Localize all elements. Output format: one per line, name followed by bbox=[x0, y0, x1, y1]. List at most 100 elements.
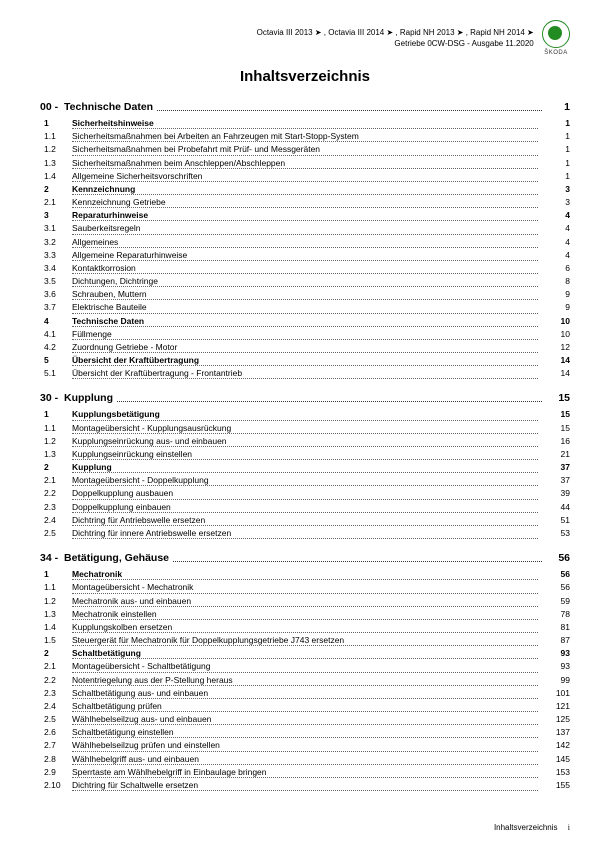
toc-item-page: 1 bbox=[538, 143, 570, 156]
toc-row: 4Technische Daten 10 bbox=[40, 315, 570, 328]
toc-item-title: Reparaturhinweise bbox=[72, 209, 538, 222]
toc-row: 2.10Dichtring für Schaltwelle ersetzen 1… bbox=[40, 779, 570, 792]
header-line-2: Getriebe 0CW-DSG - Ausgabe 11.2020 bbox=[257, 39, 534, 50]
section-page: 1 bbox=[542, 101, 570, 113]
toc-item-page: 10 bbox=[538, 328, 570, 341]
toc-item-number: 1.4 bbox=[40, 170, 72, 183]
toc-item-number: 1.5 bbox=[40, 634, 72, 647]
toc-row: 2.1Montageübersicht - Schaltbetätigung 9… bbox=[40, 660, 570, 673]
toc-row: 2.4Dichtring für Antriebswelle ersetzen … bbox=[40, 514, 570, 527]
toc-item-number: 2.3 bbox=[40, 501, 72, 514]
toc-item-number: 1 bbox=[40, 568, 72, 581]
toc-row: 2Kennzeichnung 3 bbox=[40, 183, 570, 196]
toc-row: 1.5Steuergerät für Mechatronik für Doppe… bbox=[40, 634, 570, 647]
toc-item-page: 12 bbox=[538, 341, 570, 354]
section-title: Betätigung, Gehäuse bbox=[64, 552, 542, 564]
toc-row: 2.3Schaltbetätigung aus- und einbauen 10… bbox=[40, 687, 570, 700]
toc-row: 2.8Wählhebelgriff aus- und einbauen 145 bbox=[40, 753, 570, 766]
toc-item-page: 4 bbox=[538, 236, 570, 249]
toc-row: 2.6Schaltbetätigung einstellen 137 bbox=[40, 726, 570, 739]
toc-item-number: 2.4 bbox=[40, 700, 72, 713]
footer-page-number: i bbox=[568, 823, 570, 832]
toc-item-number: 3.5 bbox=[40, 275, 72, 288]
table-of-contents: 00 -Technische Daten 11Sicherheitshinwei… bbox=[40, 101, 570, 792]
toc-item-page: 56 bbox=[538, 581, 570, 594]
document-header: Octavia III 2013 ➤ , Octavia III 2014 ➤ … bbox=[257, 20, 570, 57]
toc-row: 1.2Kupplungseinrückung aus- und einbauen… bbox=[40, 435, 570, 448]
toc-item-number: 3.1 bbox=[40, 222, 72, 235]
page: Octavia III 2013 ➤ , Octavia III 2014 ➤ … bbox=[0, 0, 600, 848]
toc-section-heading: 34 -Betätigung, Gehäuse 56 bbox=[40, 552, 570, 564]
toc-item-title: Übersicht der Kraftübertragung - Frontan… bbox=[72, 367, 538, 380]
toc-item-number: 4 bbox=[40, 315, 72, 328]
toc-row: 5Übersicht der Kraftübertragung 14 bbox=[40, 354, 570, 367]
toc-item-page: 93 bbox=[538, 660, 570, 673]
toc-row: 2.1Kennzeichnung Getriebe 3 bbox=[40, 196, 570, 209]
toc-item-page: 137 bbox=[538, 726, 570, 739]
toc-row: 2.5Dichtring für innere Antriebswelle er… bbox=[40, 527, 570, 540]
toc-row: 1Sicherheitshinweise 1 bbox=[40, 117, 570, 130]
toc-item-title: Allgemeines bbox=[72, 236, 538, 249]
toc-item-title: Kupplungskolben ersetzen bbox=[72, 621, 538, 634]
toc-row: 2.5Wählhebelseilzug aus- und einbauen 12… bbox=[40, 713, 570, 726]
toc-item-page: 10 bbox=[538, 315, 570, 328]
toc-item-title: Sicherheitsmaßnahmen bei Probefahrt mit … bbox=[72, 143, 538, 156]
page-title: Inhaltsverzeichnis bbox=[40, 68, 570, 85]
toc-item-page: 93 bbox=[538, 647, 570, 660]
toc-item-page: 59 bbox=[538, 595, 570, 608]
toc-item-title: Elektrische Bauteile bbox=[72, 301, 538, 314]
toc-item-page: 145 bbox=[538, 753, 570, 766]
toc-item-page: 155 bbox=[538, 779, 570, 792]
toc-row: 1.3Mechatronik einstellen 78 bbox=[40, 608, 570, 621]
toc-row: 2.1Montageübersicht - Doppelkupplung 37 bbox=[40, 474, 570, 487]
toc-row: 3.4Kontaktkorrosion 6 bbox=[40, 262, 570, 275]
toc-row: 2.7Wählhebelseilzug prüfen und einstelle… bbox=[40, 739, 570, 752]
toc-item-number: 5.1 bbox=[40, 367, 72, 380]
toc-item-number: 2.2 bbox=[40, 674, 72, 687]
toc-item-number: 1.2 bbox=[40, 595, 72, 608]
toc-item-title: Sicherheitshinweise bbox=[72, 117, 538, 130]
toc-item-title: Kontaktkorrosion bbox=[72, 262, 538, 275]
toc-item-page: 9 bbox=[538, 288, 570, 301]
toc-item-title: Füllmenge bbox=[72, 328, 538, 341]
toc-item-page: 1 bbox=[538, 117, 570, 130]
toc-item-number: 2.5 bbox=[40, 713, 72, 726]
toc-row: 3.7Elektrische Bauteile 9 bbox=[40, 301, 570, 314]
toc-item-page: 1 bbox=[538, 157, 570, 170]
toc-item-number: 5 bbox=[40, 354, 72, 367]
toc-item-number: 3 bbox=[40, 209, 72, 222]
toc-row: 1Mechatronik 56 bbox=[40, 568, 570, 581]
toc-item-title: Sperrtaste am Wählhebelgriff in Einbaula… bbox=[72, 766, 538, 779]
toc-item-number: 2.7 bbox=[40, 739, 72, 752]
toc-item-number: 2 bbox=[40, 647, 72, 660]
header-line-1: Octavia III 2013 ➤ , Octavia III 2014 ➤ … bbox=[257, 28, 534, 39]
toc-row: 2Kupplung 37 bbox=[40, 461, 570, 474]
toc-item-page: 4 bbox=[538, 249, 570, 262]
toc-item-title: Notentriegelung aus der P-Stellung herau… bbox=[72, 674, 538, 687]
toc-item-title: Allgemeine Sicherheitsvorschriften bbox=[72, 170, 538, 183]
toc-row: 3.3Allgemeine Reparaturhinweise 4 bbox=[40, 249, 570, 262]
toc-item-number: 1.2 bbox=[40, 143, 72, 156]
toc-item-page: 56 bbox=[538, 568, 570, 581]
toc-item-page: 37 bbox=[538, 474, 570, 487]
toc-row: 2.4Schaltbetätigung prüfen 121 bbox=[40, 700, 570, 713]
toc-item-number: 1.3 bbox=[40, 157, 72, 170]
toc-item-title: Dichtring für innere Antriebswelle erset… bbox=[72, 527, 538, 540]
toc-item-page: 4 bbox=[538, 222, 570, 235]
toc-item-number: 1.3 bbox=[40, 448, 72, 461]
toc-item-title: Schaltbetätigung prüfen bbox=[72, 700, 538, 713]
toc-row: 3.2Allgemeines 4 bbox=[40, 236, 570, 249]
toc-section-heading: 00 -Technische Daten 1 bbox=[40, 101, 570, 113]
toc-item-title: Schaltbetätigung bbox=[72, 647, 538, 660]
toc-item-number: 3.4 bbox=[40, 262, 72, 275]
footer-label: Inhaltsverzeichnis bbox=[494, 823, 558, 832]
section-number: 00 - bbox=[40, 101, 64, 113]
toc-item-title: Montageübersicht - Mechatronik bbox=[72, 581, 538, 594]
toc-item-page: 3 bbox=[538, 196, 570, 209]
toc-item-number: 3.3 bbox=[40, 249, 72, 262]
header-text: Octavia III 2013 ➤ , Octavia III 2014 ➤ … bbox=[257, 28, 534, 50]
toc-item-title: Montageübersicht - Kupplungsausrückung bbox=[72, 422, 538, 435]
toc-row: 1.3Sicherheitsmaßnahmen beim Anschleppen… bbox=[40, 157, 570, 170]
toc-item-title: Montageübersicht - Doppelkupplung bbox=[72, 474, 538, 487]
toc-item-page: 39 bbox=[538, 487, 570, 500]
